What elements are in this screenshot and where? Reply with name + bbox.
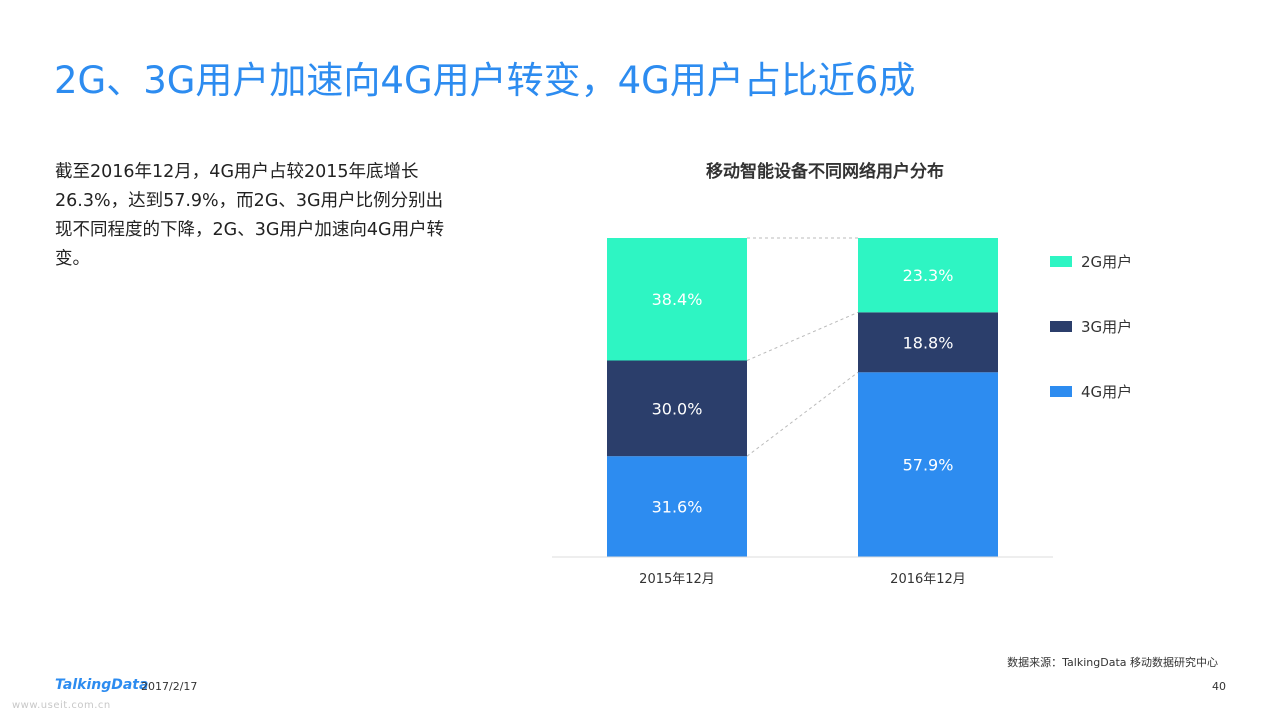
chart-container: 移动智能设备不同网络用户分布 31.6% 30.0% 38.4% 57.9% 18.8%… <box>540 150 1260 600</box>
talkingdata-logo: TalkingData <box>55 677 149 693</box>
data-label: 18.8% <box>903 333 954 352</box>
legend-swatch <box>1050 256 1072 267</box>
footer-date: 2017/2/17 <box>141 680 198 693</box>
connector-line <box>746 311 859 361</box>
stacked-bar-chart: 移动智能设备不同网络用户分布 31.6% 30.0% 38.4% 57.9% 18.8%… <box>552 161 1132 587</box>
chart-title: 移动智能设备不同网络用户分布 <box>706 161 944 182</box>
connector-line <box>746 371 859 457</box>
legend-label: 4G用户 <box>1081 383 1132 401</box>
legend-swatch <box>1050 321 1072 332</box>
data-label: 57.9% <box>903 456 954 475</box>
bar-3G用户-2015年12月 <box>607 360 747 457</box>
data-label: 38.4% <box>652 290 703 309</box>
legend-label: 3G用户 <box>1081 318 1132 336</box>
bar-4G用户-2015年12月 <box>607 456 747 557</box>
summary-text: 截至2016年12月，4G用户占较2015年底增长26.3%，达到57.9%，而… <box>55 162 445 269</box>
legend-label: 2G用户 <box>1081 253 1132 271</box>
data-label: 30.0% <box>652 399 703 418</box>
data-source: 数据来源：TalkingData 移动数据研究中心 <box>1007 656 1218 669</box>
bar-2G用户-2015年12月 <box>607 238 747 361</box>
page-number: 40 <box>1212 680 1226 693</box>
data-label: 31.6% <box>652 498 703 517</box>
bar-2G用户-2016年12月 <box>858 238 998 313</box>
legend-swatch <box>1050 386 1072 397</box>
bar-4G用户-2016年12月 <box>858 372 998 557</box>
page-title: 2G、3G用户加速向4G用户转变，4G用户占比近6成 <box>54 59 916 102</box>
watermark: www.useit.com.cn <box>12 700 111 711</box>
x-tick-label: 2016年12月 <box>890 572 966 587</box>
x-tick-label: 2015年12月 <box>639 572 715 587</box>
data-label: 23.3% <box>903 266 954 285</box>
bar-3G用户-2016年12月 <box>858 312 998 373</box>
